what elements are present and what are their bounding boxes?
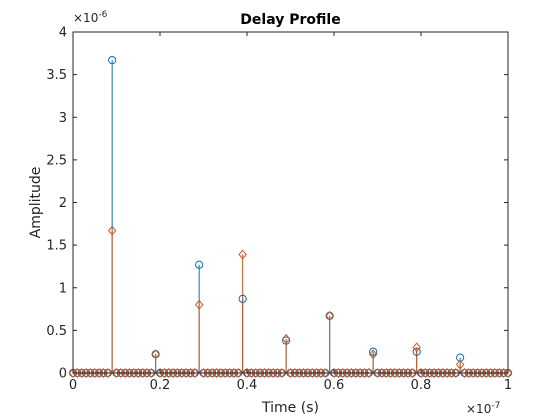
stem-marker-diamond bbox=[151, 349, 160, 360]
stem-marker-diamond bbox=[325, 310, 334, 321]
x-axis-label: Time (s) bbox=[261, 400, 319, 416]
x-tick-label: 0 bbox=[69, 378, 77, 393]
stem-marker-diamond bbox=[408, 368, 417, 378]
stem-marker-diamond bbox=[455, 359, 465, 370]
y-exponent-power: -6 bbox=[98, 10, 107, 20]
plot-area bbox=[73, 32, 508, 373]
y-tick-label: 1 bbox=[59, 281, 67, 296]
stem-marker-diamond bbox=[412, 342, 421, 353]
y-tick-label: 4 bbox=[59, 26, 67, 41]
y-tick-label: 1.5 bbox=[46, 239, 67, 254]
x-tick-label: 1 bbox=[504, 378, 512, 393]
chart-title: Delay Profile bbox=[240, 12, 340, 28]
x-tick-label: 0.8 bbox=[411, 378, 432, 393]
stem-marker-circle bbox=[456, 353, 465, 362]
y-tick-label: 2 bbox=[59, 196, 67, 211]
stem-marker-circle bbox=[238, 294, 247, 303]
stem-marker-diamond bbox=[321, 368, 330, 378]
y-axis-label: Amplitude bbox=[28, 167, 44, 239]
ticks-layer: 0 0.2 0.4 0.6 0.8 1 0 0.5 1 1.5 2 2.5 3 3.5 4 bbox=[46, 26, 512, 394]
y-tick-label: 3.5 bbox=[46, 68, 67, 83]
stem-marker-circle bbox=[195, 260, 204, 269]
stem-marker-diamond bbox=[364, 368, 374, 378]
stem-marker-diamond bbox=[277, 368, 287, 378]
stem-marker-diamond bbox=[451, 368, 461, 378]
y-axis-exponent: ×10-6 bbox=[73, 10, 108, 25]
y-tick-label: 0.5 bbox=[46, 324, 67, 339]
x-axis-exponent: ×10-7 bbox=[466, 401, 500, 416]
stem-marker-diamond bbox=[103, 368, 113, 378]
x-tick-label: 0.4 bbox=[237, 378, 258, 393]
y-tick-label: 3 bbox=[59, 111, 67, 126]
y-tick-label: 0 bbox=[59, 367, 67, 382]
stem-marker-diamond bbox=[238, 249, 247, 260]
stem-marker-circle bbox=[108, 56, 117, 65]
stem-marker-diamond bbox=[234, 368, 243, 378]
stem-marker-diamond bbox=[368, 349, 378, 360]
stem-marker-diamond bbox=[194, 299, 204, 310]
x-tick-label: 0.2 bbox=[150, 378, 171, 393]
stem-marker-diamond bbox=[107, 225, 117, 236]
stem-marker-diamond bbox=[503, 368, 513, 378]
stem-marker-circle bbox=[282, 336, 291, 345]
stem-marker-diamond bbox=[190, 368, 200, 378]
stem-marker-circle bbox=[412, 347, 421, 356]
x-tick-label: 0.6 bbox=[324, 378, 345, 393]
stem-marker-diamond bbox=[281, 333, 291, 344]
stem-marker-diamond bbox=[147, 368, 156, 378]
x-exponent-power: -7 bbox=[491, 401, 500, 411]
y-tick-label: 2.5 bbox=[46, 153, 67, 168]
y-exponent-base: ×10 bbox=[73, 11, 98, 25]
stem-marker-circle bbox=[369, 347, 378, 356]
x-exponent-base: ×10 bbox=[466, 402, 491, 416]
